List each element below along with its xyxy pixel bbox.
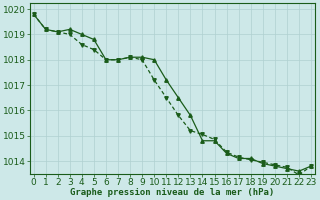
X-axis label: Graphe pression niveau de la mer (hPa): Graphe pression niveau de la mer (hPa) (70, 188, 275, 197)
